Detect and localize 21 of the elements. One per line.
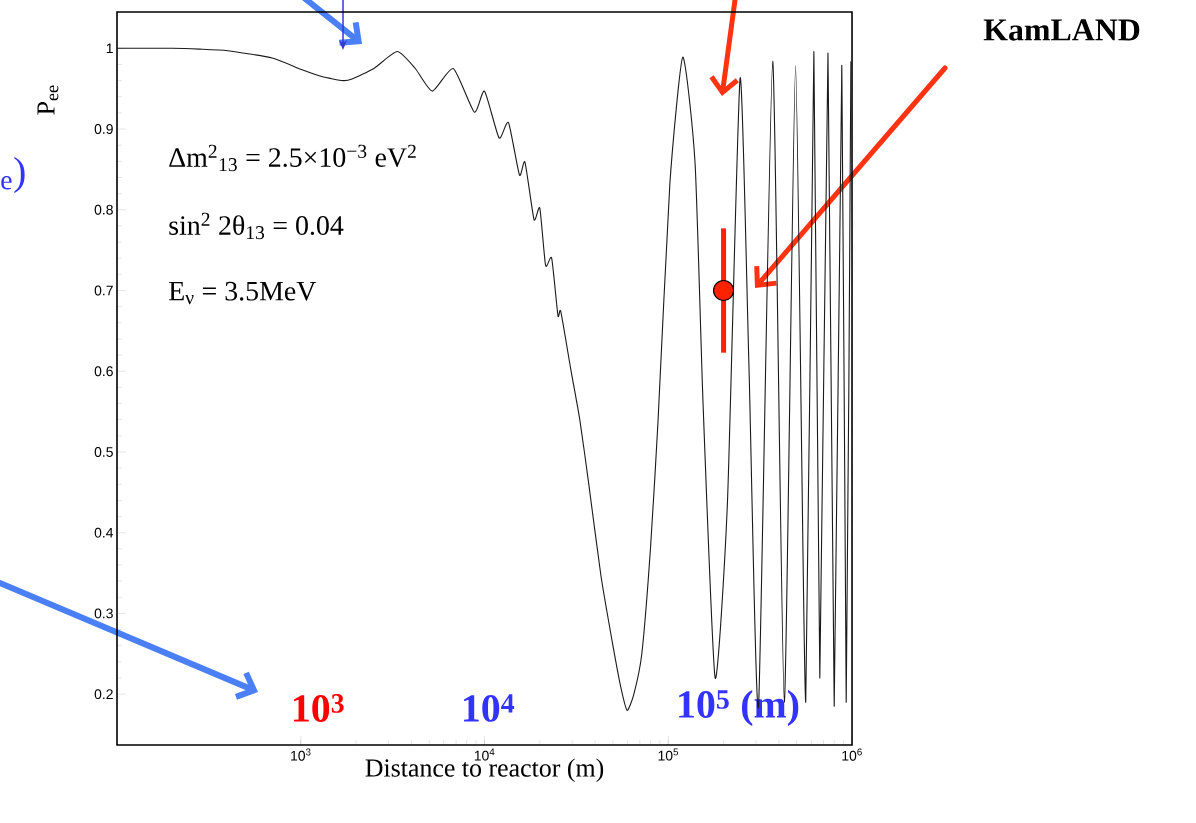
y-tick-label: 0.5 <box>94 447 113 457</box>
y-tick-label: 0.6 <box>94 366 113 377</box>
annotation: 10$^{5}$ (m) <box>679 689 799 727</box>
annotation: 10$^{4}$ <box>464 694 515 722</box>
y-tick-label: 0.8 <box>94 204 113 215</box>
y-tick-label: 0.3 <box>94 608 113 619</box>
x-tick-label: 10$^{3}$ <box>291 748 311 761</box>
annotation: 10$^{3}$ <box>294 694 344 722</box>
annotation: E$_{ν}$ = 3.5MeV <box>169 281 317 305</box>
y-tick-label: 0.9 <box>94 124 113 134</box>
text: KamLAND <box>983 19 1140 41</box>
y-tick-label: 1 <box>106 43 113 54</box>
text: $_{e}$) <box>1 156 25 194</box>
y-tick-label: 0.2 <box>94 689 113 700</box>
x-tick-label: 10$^{5}$ <box>658 748 679 761</box>
y-tick-label: 0.4 <box>94 527 114 538</box>
x-tick-label: 10$^{6}$ <box>842 748 862 761</box>
y-axis-title: P$_{ee}$ <box>37 85 59 115</box>
annotation: Δm$^{2}$$_{13}$ = 2.5×10$^{−3}$ eV$^{2}$ <box>169 144 416 172</box>
y-tick-label: 0.7 <box>94 285 113 296</box>
annotation: sin$^{2}$ 2θ$_{13}$ = 0.04 <box>169 212 344 240</box>
